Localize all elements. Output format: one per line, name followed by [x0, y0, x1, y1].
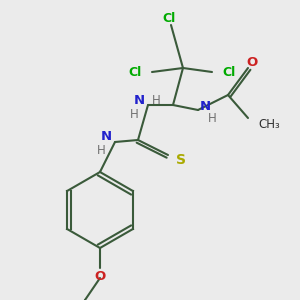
Text: N: N [101, 130, 112, 143]
Text: N: N [134, 94, 145, 107]
Text: Cl: Cl [129, 67, 142, 80]
Text: H: H [152, 94, 161, 106]
Text: H: H [208, 112, 216, 124]
Text: H: H [97, 143, 105, 157]
Text: S: S [176, 153, 186, 167]
Text: Cl: Cl [222, 67, 235, 80]
Text: CH₃: CH₃ [258, 118, 280, 130]
Text: N: N [200, 100, 211, 112]
Text: H: H [130, 109, 138, 122]
Text: O: O [94, 270, 106, 283]
Text: O: O [246, 56, 258, 68]
Text: Cl: Cl [162, 11, 176, 25]
